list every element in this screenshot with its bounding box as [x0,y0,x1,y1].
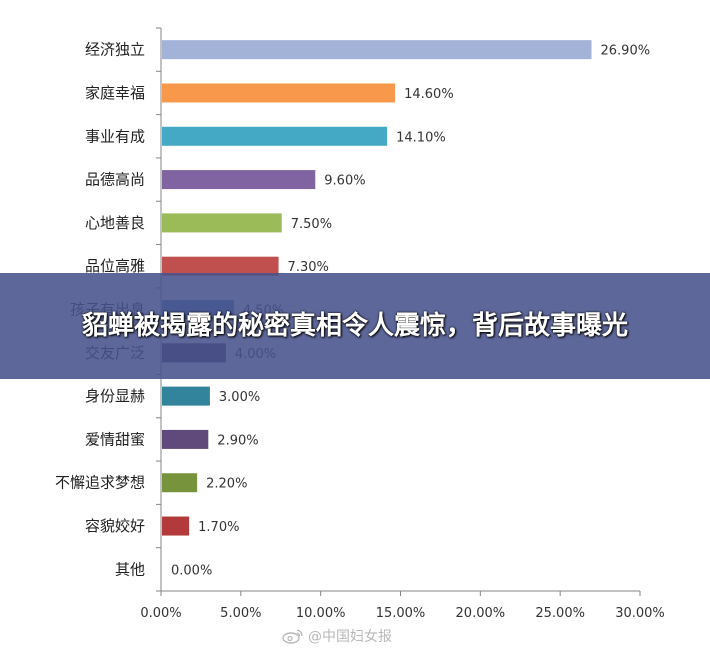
bar [162,213,282,233]
bar [162,83,396,103]
x-tick-label: 5.00% [220,606,261,621]
watermark: @中国妇女报 [282,626,392,646]
value-label: 14.10% [396,130,446,145]
category-label: 爱情甜蜜 [85,430,145,448]
x-tick-label: 20.00% [456,606,506,621]
bar [162,256,279,276]
watermark-text: @中国妇女报 [308,629,392,645]
category-label: 不懈追求梦想 [55,474,145,492]
value-label: 2.20% [206,477,247,492]
value-label: 9.60% [324,174,365,189]
x-tick-label: 10.00% [296,606,346,621]
category-label: 家庭幸福 [85,84,145,102]
bar [162,40,592,60]
category-label: 其他 [115,560,145,578]
x-tick-label: 30.00% [615,606,665,621]
category-label: 事业有成 [85,127,145,145]
weibo-icon [282,629,303,644]
bar [162,516,190,536]
value-label: 3.00% [219,390,260,405]
bar [162,473,198,493]
value-label: 0.00% [171,563,212,578]
category-label: 心地善良 [85,214,145,232]
value-label: 1.70% [198,520,239,535]
x-tick-label: 25.00% [535,606,585,621]
value-label: 7.30% [288,260,329,275]
x-tick-label: 0.00% [140,606,181,621]
bar [162,170,316,190]
category-label: 身份显赫 [85,387,145,405]
headline-banner: 貂蝉被揭露的秘密真相令人震惊，背后故事曝光 [0,273,710,379]
category-label: 经济独立 [85,41,145,59]
x-tick-label: 15.00% [376,606,426,621]
value-label: 14.60% [404,87,454,102]
category-label: 容貌姣好 [85,517,145,535]
value-label: 7.50% [291,217,332,232]
bar [162,386,210,406]
category-label: 品位高雅 [85,257,145,275]
value-label: 26.90% [601,44,651,59]
headline-text: 貂蝉被揭露的秘密真相令人震惊，背后故事曝光 [81,311,628,341]
category-label: 品德高尚 [85,171,145,189]
value-label: 2.90% [217,433,258,448]
bar [162,429,209,449]
bar [162,126,388,146]
